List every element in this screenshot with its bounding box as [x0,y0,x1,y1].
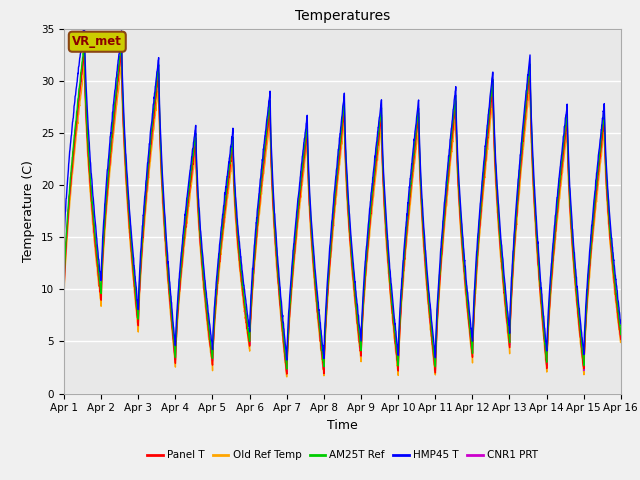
CNR1 PRT [617,335,625,340]
AM25T Ref [283,366,291,372]
AM25T Ref [371,160,379,166]
Title: Temperatures: Temperatures [295,10,390,24]
HMP45 T [60,242,68,248]
AM25T Ref [505,329,513,335]
CNR1 PRT [60,288,68,293]
HMP45 T [359,294,367,300]
Old Ref Temp [60,298,68,303]
CNR1 PRT [117,45,125,50]
HMP45 T [371,155,379,160]
CNR1 PRT [584,290,591,296]
Old Ref Temp [505,339,513,345]
AM25T Ref [216,252,223,258]
AM25T Ref [60,285,68,290]
Panel T [371,169,379,175]
HMP45 T [283,357,291,363]
Old Ref Temp [359,316,367,322]
CNR1 PRT [371,167,379,173]
Line: Old Ref Temp: Old Ref Temp [64,64,621,377]
HMP45 T [216,242,223,248]
X-axis label: Time: Time [327,419,358,432]
AM25T Ref [568,228,576,233]
Old Ref Temp [568,244,576,250]
CNR1 PRT [568,234,576,240]
Panel T [584,292,591,298]
Old Ref Temp [283,374,291,380]
Line: HMP45 T: HMP45 T [64,21,621,360]
HMP45 T [81,18,88,24]
Old Ref Temp [371,179,379,185]
Panel T [118,46,125,51]
Old Ref Temp [118,61,125,67]
AM25T Ref [118,38,125,44]
Panel T [283,371,291,377]
HMP45 T [568,218,576,224]
Panel T [617,336,625,342]
Panel T [216,258,223,264]
Line: CNR1 PRT: CNR1 PRT [64,48,621,372]
CNR1 PRT [283,369,291,375]
Line: Panel T: Panel T [64,48,621,374]
Line: AM25T Ref: AM25T Ref [64,41,621,369]
AM25T Ref [617,332,625,337]
CNR1 PRT [505,330,513,336]
CNR1 PRT [216,257,223,263]
AM25T Ref [359,305,367,311]
HMP45 T [584,276,591,282]
Panel T [505,334,513,340]
Old Ref Temp [617,340,625,346]
Panel T [359,311,367,317]
HMP45 T [505,318,513,324]
Legend: Panel T, Old Ref Temp, AM25T Ref, HMP45 T, CNR1 PRT: Panel T, Old Ref Temp, AM25T Ref, HMP45 … [143,446,542,465]
Text: VR_met: VR_met [72,35,122,48]
Panel T [60,290,68,296]
Panel T [568,234,576,240]
Y-axis label: Temperature (C): Temperature (C) [22,160,35,262]
HMP45 T [617,321,625,326]
CNR1 PRT [359,307,367,313]
AM25T Ref [584,287,591,292]
Old Ref Temp [584,299,591,304]
Old Ref Temp [216,266,223,272]
